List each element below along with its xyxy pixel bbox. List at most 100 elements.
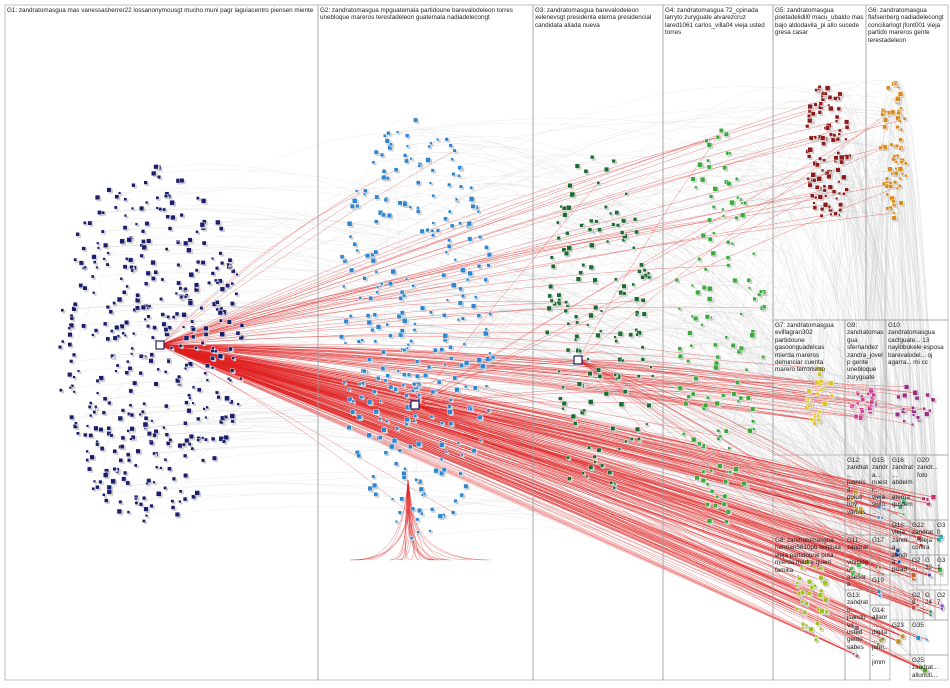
node-shadow bbox=[646, 424, 650, 427]
node-shadow bbox=[445, 364, 448, 368]
edge bbox=[739, 347, 926, 671]
edge bbox=[897, 123, 928, 500]
node bbox=[147, 304, 152, 308]
node bbox=[595, 367, 601, 373]
node bbox=[822, 400, 828, 407]
edge bbox=[159, 212, 894, 346]
node bbox=[581, 263, 586, 267]
edge bbox=[878, 165, 901, 518]
edge bbox=[159, 344, 927, 640]
edge bbox=[736, 175, 941, 570]
node bbox=[561, 400, 567, 406]
node bbox=[700, 323, 704, 327]
node bbox=[376, 376, 381, 381]
node bbox=[842, 192, 846, 196]
node bbox=[895, 638, 902, 645]
node bbox=[820, 135, 826, 141]
node bbox=[761, 355, 765, 359]
node bbox=[721, 501, 727, 507]
node bbox=[366, 319, 372, 326]
node bbox=[477, 414, 483, 420]
edge bbox=[159, 344, 899, 642]
group-label: G3: zandratomasgua barevalodeleon xelene… bbox=[535, 7, 652, 29]
node bbox=[134, 501, 139, 505]
node bbox=[819, 213, 824, 218]
node bbox=[458, 221, 462, 226]
edge bbox=[460, 218, 861, 510]
node bbox=[725, 255, 731, 260]
node-shadow bbox=[146, 515, 150, 519]
edge bbox=[414, 404, 922, 539]
node bbox=[611, 222, 616, 227]
edge bbox=[62, 133, 447, 342]
node bbox=[125, 257, 129, 261]
edge bbox=[159, 173, 828, 346]
node bbox=[125, 480, 131, 486]
node bbox=[751, 419, 755, 424]
node bbox=[634, 426, 641, 432]
edge bbox=[159, 344, 854, 655]
node-shadow bbox=[364, 194, 368, 198]
node bbox=[812, 565, 817, 570]
node bbox=[582, 408, 586, 413]
node bbox=[158, 207, 163, 212]
edge bbox=[839, 90, 900, 562]
node bbox=[726, 240, 731, 245]
node bbox=[911, 572, 917, 578]
node bbox=[488, 312, 493, 316]
node-shadow bbox=[131, 354, 135, 357]
node bbox=[599, 329, 603, 333]
node bbox=[122, 290, 127, 295]
node bbox=[469, 186, 473, 190]
node bbox=[215, 307, 219, 312]
node bbox=[878, 594, 882, 598]
edge bbox=[486, 243, 714, 330]
node-shadow bbox=[380, 401, 384, 404]
node bbox=[135, 448, 141, 454]
node bbox=[428, 529, 432, 533]
node bbox=[919, 543, 923, 547]
node bbox=[599, 309, 603, 313]
node bbox=[458, 286, 463, 292]
edge bbox=[103, 208, 904, 503]
edge bbox=[837, 135, 941, 570]
node bbox=[214, 349, 218, 353]
node bbox=[239, 376, 243, 381]
node bbox=[641, 311, 647, 317]
node bbox=[430, 229, 435, 233]
node bbox=[380, 366, 386, 371]
edge bbox=[192, 315, 941, 538]
node bbox=[120, 408, 125, 413]
node bbox=[844, 125, 850, 130]
node bbox=[378, 435, 383, 440]
node bbox=[578, 349, 582, 353]
node bbox=[350, 409, 356, 415]
edge bbox=[822, 205, 920, 539]
node bbox=[709, 489, 715, 494]
node bbox=[423, 373, 428, 378]
node bbox=[621, 283, 627, 289]
node bbox=[607, 470, 613, 475]
edge bbox=[727, 253, 883, 640]
node bbox=[812, 178, 817, 183]
edge bbox=[817, 161, 914, 576]
node bbox=[118, 191, 122, 195]
node bbox=[109, 433, 114, 438]
node bbox=[412, 382, 417, 387]
node bbox=[467, 270, 473, 277]
node bbox=[418, 486, 424, 492]
node bbox=[343, 318, 349, 324]
node bbox=[98, 375, 104, 381]
node bbox=[183, 335, 190, 341]
node bbox=[362, 276, 367, 281]
node bbox=[130, 352, 134, 356]
edge bbox=[159, 344, 822, 384]
node bbox=[715, 354, 720, 360]
edge bbox=[191, 416, 632, 440]
node bbox=[809, 193, 815, 199]
node bbox=[478, 235, 483, 239]
node bbox=[182, 442, 186, 447]
node bbox=[817, 85, 822, 89]
node bbox=[102, 396, 108, 402]
node bbox=[415, 180, 421, 185]
